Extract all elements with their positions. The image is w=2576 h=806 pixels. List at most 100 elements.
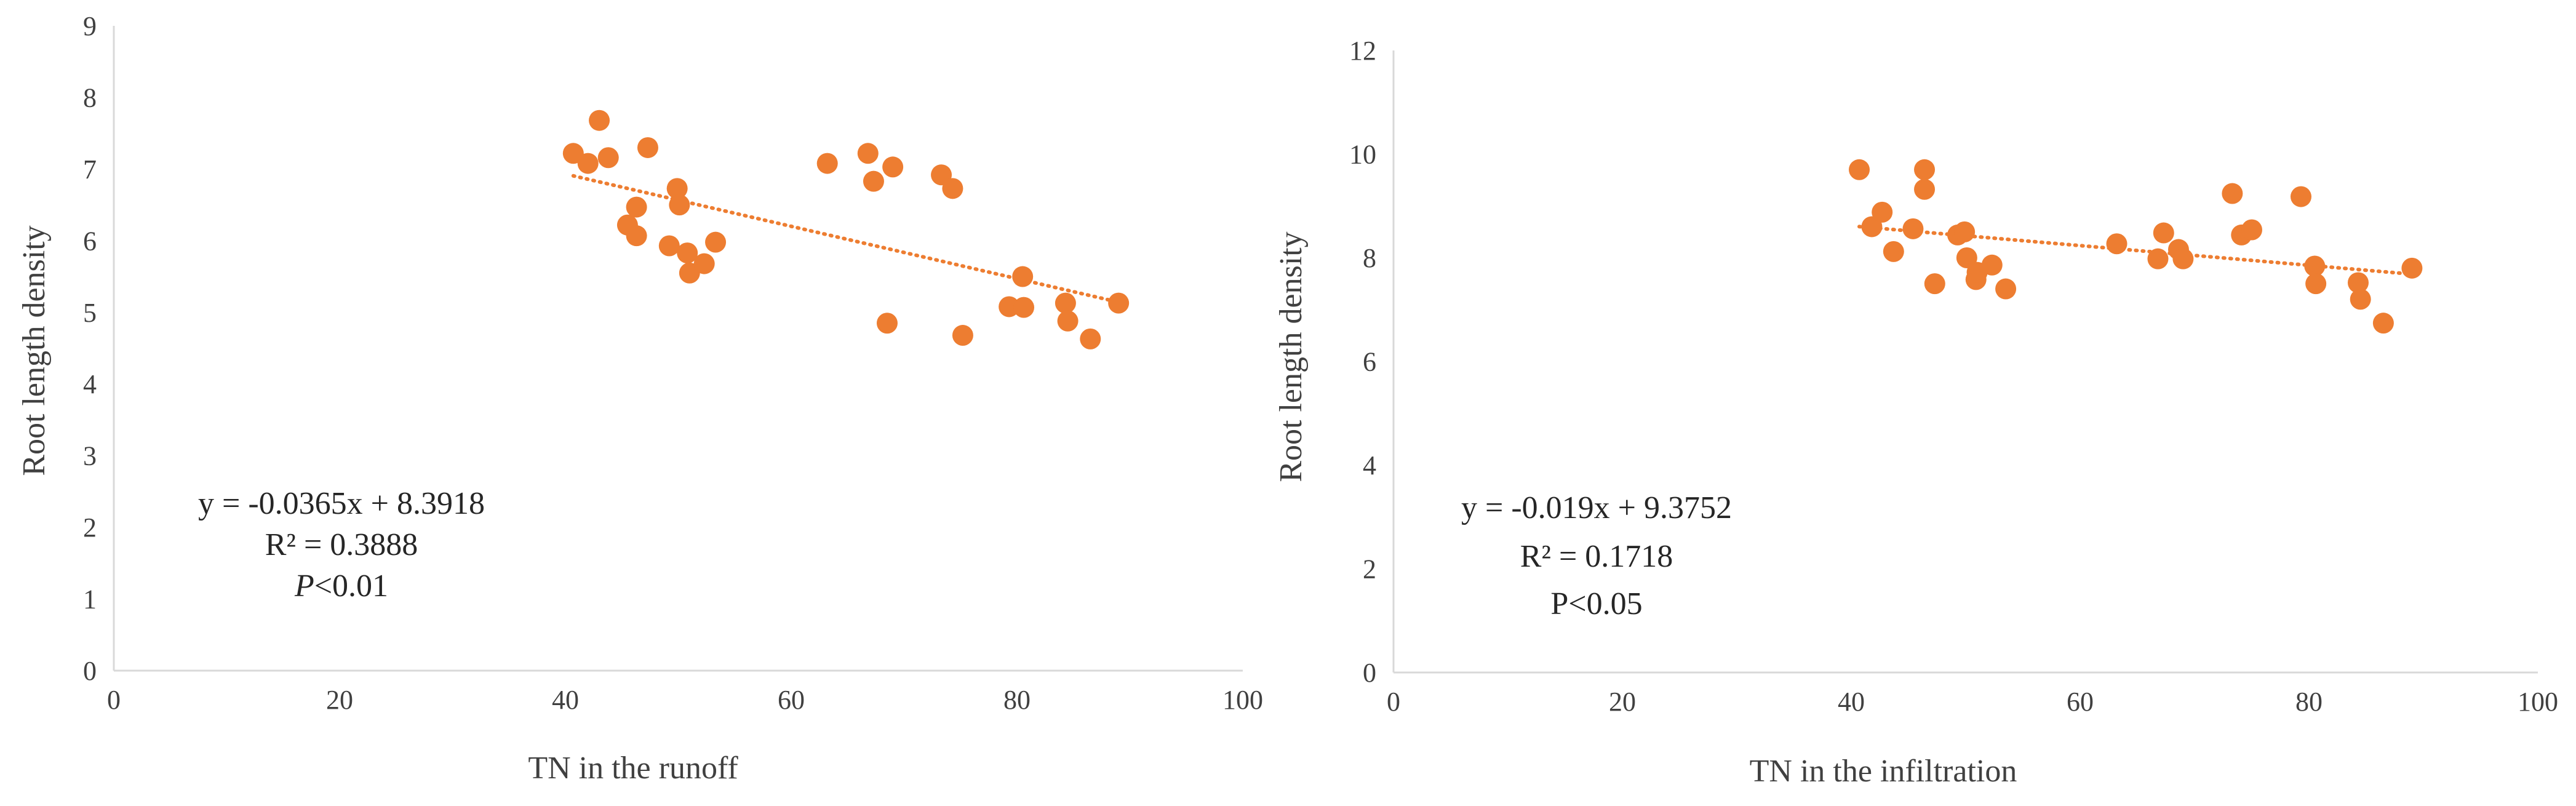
chart-infiltration-plot: 0 2 4 6 8 10 12 0 20 40 60 80 100 (1349, 36, 2558, 717)
chart-runoff-data-point (1057, 310, 1079, 332)
chart-infiltration-pvalue: P<0.05 (1550, 586, 1642, 621)
chart-infiltration-data-point (2290, 186, 2311, 207)
chart-infiltration-x-tick-label: 40 (1838, 687, 1865, 717)
chart-runoff-data-point (882, 156, 904, 178)
chart-runoff-data-point (637, 137, 658, 158)
chart-runoff-y-tick-label: 9 (83, 11, 97, 41)
chart-runoff-data-point (1013, 297, 1035, 318)
chart-runoff-data-point (816, 153, 838, 174)
chart-infiltration-data-point (2222, 183, 2243, 204)
chart-infiltration-ylabel: Root length density (1274, 231, 1309, 482)
chart-runoff-y-tick-label: 4 (83, 369, 97, 399)
chart-infiltration-y-tick-label: 12 (1349, 36, 1376, 66)
chart-runoff-x-tick-label: 20 (326, 685, 353, 715)
chart-infiltration-y-tick-label: 0 (1363, 658, 1376, 688)
chart-infiltration-data-point (2401, 257, 2423, 279)
chart-infiltration-data-point (1981, 254, 2003, 276)
chart-infiltration-y-tick-label: 10 (1349, 140, 1376, 170)
chart-runoff-y-tick-label: 5 (83, 298, 97, 328)
chart-runoff-data-point (693, 253, 715, 274)
chart-infiltration-data-point (1902, 218, 1924, 239)
chart-infiltration-x-tick-label: 20 (1609, 687, 1636, 717)
chart-runoff-data-point (1012, 266, 1034, 287)
chart-infiltration-data-point (1883, 241, 1904, 262)
chart-runoff-p-italic: P (294, 569, 314, 604)
chart-runoff-data-point (626, 225, 647, 247)
chart-runoff-pvalue: P<0.01 (294, 569, 388, 604)
chart-runoff-y-tick-label: 3 (83, 441, 97, 471)
chart-runoff-data-point (669, 194, 690, 216)
chart-runoff-x-tick-label: 40 (552, 685, 579, 715)
chart-infiltration-data-point (2372, 313, 2394, 334)
chart-infiltration-data-point (1924, 273, 1945, 295)
chart-infiltration-x-tick-label: 80 (2295, 687, 2323, 717)
chart-runoff-x-tick-label: 100 (1222, 685, 1263, 715)
chart-infiltration-x-tick-label: 0 (1387, 687, 1400, 717)
chart-runoff-y-tick-label: 8 (83, 82, 97, 113)
chart-infiltration-xlabel: TN in the infiltration (1750, 754, 2017, 789)
chart-runoff-data-point (1080, 328, 1101, 349)
chart-runoff-y-tick-label: 1 (83, 585, 97, 615)
chart-infiltration-data-point (1954, 221, 1976, 242)
chart-infiltration-x-tick-label: 60 (2067, 687, 2094, 717)
chart-infiltration-data-point (2172, 248, 2194, 269)
chart-runoff-x-tick-label: 80 (1003, 685, 1031, 715)
chart-infiltration-y-tick-label: 2 (1363, 554, 1376, 585)
chart-runoff-data-point (589, 110, 610, 131)
chart-runoff-data-point (658, 235, 680, 257)
chart-infiltration-trendline (1857, 225, 2414, 276)
chart-runoff-data-point (863, 170, 884, 192)
chart-runoff-y-tick-label: 6 (83, 226, 97, 256)
chart-runoff-data-point (952, 325, 973, 346)
chart-runoff-data-point (857, 143, 879, 164)
chart-infiltration-r2: R² = 0.1718 (1520, 539, 1673, 574)
chart-runoff-x-tick-label: 60 (778, 685, 805, 715)
chart-runoff-data-point (666, 178, 688, 199)
chart-runoff-plot: 0 1 2 3 4 5 6 7 8 9 0 20 40 60 80 100 (83, 11, 1263, 715)
chart-runoff-data-point (876, 313, 898, 334)
chart-runoff-data-point (626, 196, 647, 218)
chart-infiltration-data-point (1861, 216, 1883, 237)
chart-runoff-data-point (1108, 292, 1130, 314)
chart-runoff-data-point (577, 153, 599, 174)
chart-infiltration-data-point (1914, 159, 1936, 180)
chart-infiltration-data-point (1956, 247, 1977, 268)
chart-runoff-data-point (942, 178, 963, 199)
chart-runoff-xlabel: TN in the runoff (528, 751, 738, 786)
chart-runoff-data-point (999, 296, 1020, 317)
chart-infiltration-p-rest: P<0.05 (1550, 586, 1642, 621)
chart-infiltration-data-point (1914, 178, 1936, 200)
chart-infiltration-equation: y = -0.019x + 9.3752 (1461, 490, 1732, 525)
chart-infiltration-x-tick-label: 100 (2518, 687, 2558, 717)
chart-infiltration-data-point (2147, 248, 2169, 269)
chart-infiltration-data-point (2305, 273, 2327, 295)
chart-infiltration-data-point (1872, 201, 1893, 223)
chart-infiltration-y-tick-label: 6 (1363, 347, 1376, 377)
chart-runoff-x-tick-label: 0 (107, 685, 121, 715)
chart-runoff-y-tick-label: 2 (83, 513, 97, 543)
chart-runoff-y-tick-label: 7 (83, 154, 97, 185)
chart-runoff-equation: y = -0.0365x + 8.3918 (198, 486, 485, 521)
chart-infiltration: Root length density TN in the infiltrati… (1274, 231, 2017, 789)
chart-infiltration-data-point (2241, 219, 2262, 241)
chart-runoff-data-point (562, 143, 584, 164)
chart-infiltration-data-point (2153, 222, 2174, 244)
chart-runoff-ylabel: Root length density (17, 225, 52, 476)
chart-runoff-trendline (571, 174, 1121, 305)
chart-runoff-data-point (1055, 292, 1076, 314)
chart-runoff-data-point (705, 231, 727, 253)
chart-infiltration-data-point (1849, 159, 1870, 180)
chart-runoff-data-point (597, 147, 619, 169)
chart-runoff: Root length density TN in the runoff y =… (17, 225, 738, 786)
chart-infiltration-data-point (2106, 233, 2127, 255)
chart-infiltration-data-point (1995, 278, 2017, 300)
chart-runoff-y-tick-label: 0 (83, 656, 97, 686)
chart-runoff-r2: R² = 0.3888 (265, 527, 418, 562)
chart-runoff-data-point (677, 242, 698, 264)
chart-infiltration-y-tick-label: 4 (1363, 450, 1376, 481)
chart-infiltration-y-tick-label: 8 (1363, 243, 1376, 273)
chart-infiltration-data-point (2347, 272, 2369, 293)
chart-infiltration-data-point (2304, 255, 2326, 277)
